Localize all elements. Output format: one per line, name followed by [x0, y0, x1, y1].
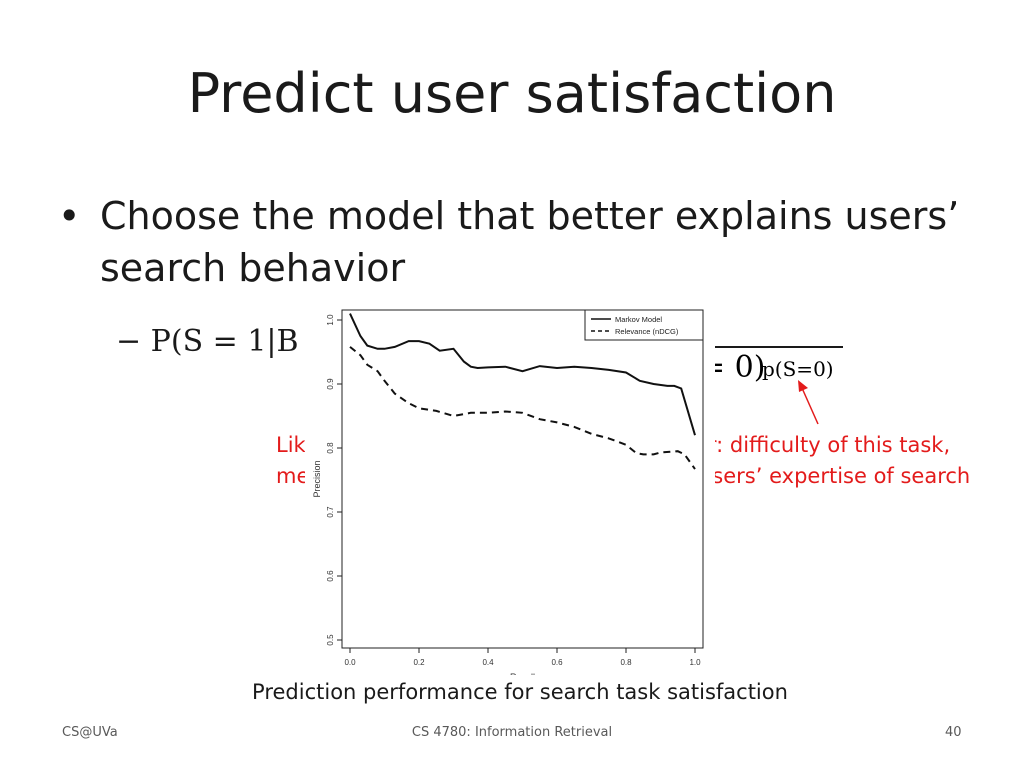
slide-title: Predict user satisfaction	[187, 62, 837, 125]
y-axis-label: Precision	[312, 460, 322, 497]
footer-left: CS@UVa	[62, 725, 118, 740]
y-tick-label-4: 0.9	[326, 378, 335, 390]
x-tick-label-3: 0.6	[551, 658, 563, 667]
x-tick-label-0: 0.0	[344, 658, 356, 667]
plot-frame	[341, 309, 704, 649]
bullet-mark: •	[58, 194, 81, 238]
formula-fraction-bar	[700, 346, 843, 348]
precision-recall-chart: 0.0 0.2 0.4 0.6 0.8 1.0 0.5 0.6 0.7 0.8 0.9 1.0 Reca…	[305, 305, 715, 675]
annotation-arrow	[798, 380, 819, 425]
series-line-0	[349, 313, 696, 436]
sub-bullet-formula: − P(S = 1|B	[116, 324, 299, 359]
annotation-line2-left: me	[276, 464, 310, 488]
y-tick-label-2: 0.7	[326, 506, 335, 518]
footer-center: CS 4780: Information Retrieval	[411, 725, 613, 740]
x-tick-label-2: 0.4	[482, 658, 494, 667]
x-tick-label-4: 0.8	[620, 658, 632, 667]
annotation-line2-right: users’ expertise of search	[699, 464, 971, 488]
y-tick-label-5: 1.0	[326, 314, 335, 326]
y-tick-label-3: 0.8	[326, 442, 335, 454]
bullet-text: Choose the model that better explains us…	[100, 194, 960, 290]
figure-caption: Prediction performance for search task s…	[252, 680, 788, 704]
formula-denominator-small: p(S=0)	[762, 357, 834, 381]
x-tick-label-5: 1.0	[689, 658, 701, 667]
x-tick-label-1: 0.2	[413, 658, 425, 667]
y-tick-label-1: 0.6	[326, 570, 335, 582]
legend-label-1: Relevance (nDCG)	[615, 327, 679, 336]
annotation-line1-right: or: difficulty of this task,	[695, 433, 951, 457]
legend-label-0: Markov Model	[615, 315, 662, 324]
x-axis-label: Recall	[510, 672, 535, 675]
y-tick-label-0: 0.5	[326, 634, 335, 646]
annotation-line1-left: Lik	[276, 433, 306, 457]
series-line-1	[349, 346, 696, 470]
footer-page-number: 40	[945, 725, 962, 740]
legend-box	[584, 309, 704, 341]
